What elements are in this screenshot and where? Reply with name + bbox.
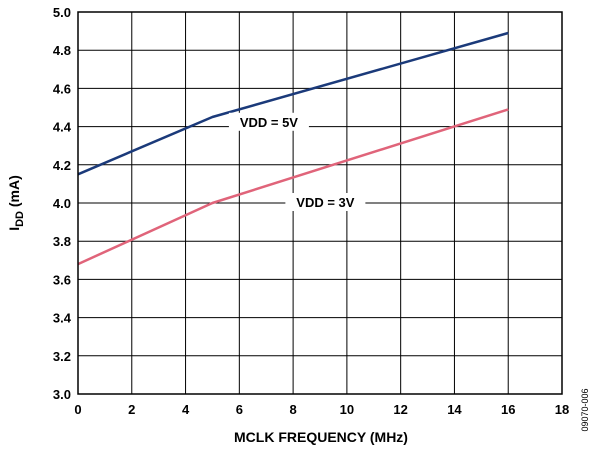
y-tick-label: 4.2 [53,158,71,173]
y-tick-label: 3.8 [53,234,71,249]
series-line-vdd-3v [77,108,509,266]
x-axis-title: MCLK FREQUENCY (MHz) [234,429,408,445]
y-tick-label: 3.2 [53,349,71,364]
series-label-bg [228,112,309,131]
x-tick-label: 14 [447,402,462,417]
x-tick-label: 4 [182,402,190,417]
series-line-vdd-5v [77,31,509,176]
x-tick-label: 12 [393,402,407,417]
y-tick-label: 5.0 [53,5,71,20]
x-tick-label: 16 [501,402,515,417]
x-tick-labels: 0 2 4 6 8 10 12 14 16 18 [74,402,569,417]
y-tick-label: 3.0 [53,387,71,402]
y-tick-labels: 3.0 3.2 3.4 3.6 3.8 4.0 4.2 4.4 4.6 4.8 5.0 [53,5,72,402]
y-axis-title: IDD (mA) [6,175,26,231]
y-axis-title-unit: (mA) [6,175,22,211]
y-tick-label: 4.4 [53,120,72,135]
series-label-vdd-3v: VDD = 3V [296,195,354,210]
y-tick-label: 3.4 [53,311,72,326]
series-label-bg [285,193,366,211]
y-axis-title-main: I [6,227,22,231]
x-tick-label: 2 [128,402,135,417]
x-tick-label: 18 [555,402,569,417]
y-tick-label: 4.8 [53,43,71,58]
y-tick-label: 4.0 [53,196,71,211]
plot-frame [77,11,563,395]
y-tick-label: 3.6 [53,272,71,287]
y-tick-label: 4.6 [53,81,71,96]
series-label-vdd-5v: VDD = 5V [240,115,298,130]
x-tick-label: 8 [289,402,296,417]
y-axis-title-sub: DD [14,211,26,227]
x-tick-label: 6 [236,402,243,417]
series-lines [77,31,509,266]
x-tick-label: 0 [74,402,81,417]
x-tick-label: 10 [340,402,354,417]
series-labels: VDD = 5V VDD = 3V [228,112,366,211]
figure-code: 09070-006 [580,388,590,431]
